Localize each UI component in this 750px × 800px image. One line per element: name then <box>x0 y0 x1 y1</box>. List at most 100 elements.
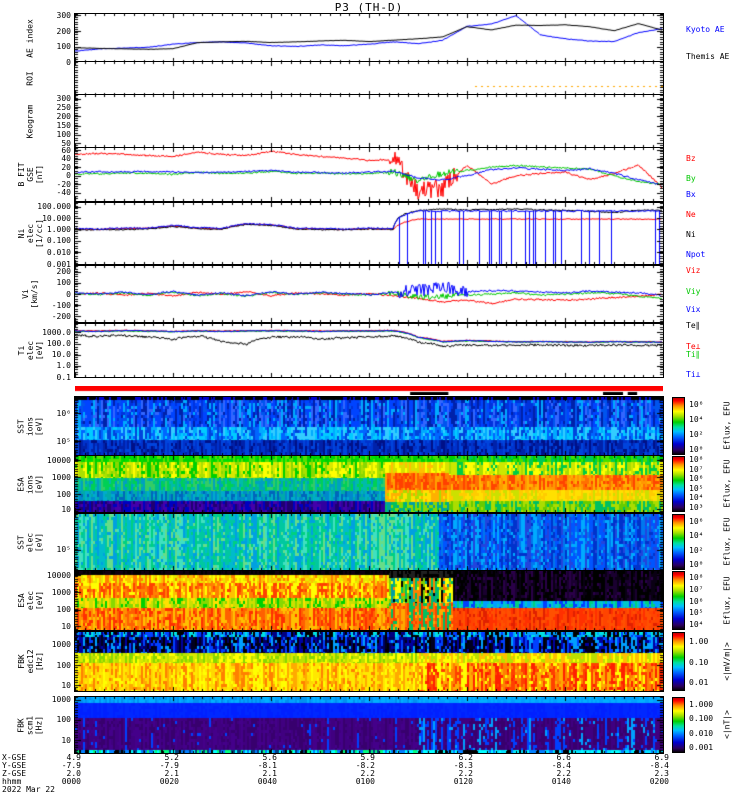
sst_ions-axis-label-line: [eV] <box>34 416 44 436</box>
ni-ytick: 100.000 <box>37 202 71 212</box>
ti-axis-label-line: elec <box>25 340 35 361</box>
marker-canvas <box>75 386 663 395</box>
b-axis-label-line: B FIT <box>16 162 26 187</box>
footer-value: 2.1 <box>164 769 179 778</box>
ni-ytick: 1.000 <box>46 224 71 234</box>
sst_elec-axis-label: SST elec [eV] <box>17 514 44 570</box>
ni-axis-label-line: elec <box>25 223 35 244</box>
fbk_e-axis-label: FBK edc12 [Hz] <box>17 632 44 691</box>
footer-value: -8.4 <box>551 761 571 770</box>
footer-row-label-hhmm: hhmm <box>2 777 22 786</box>
vi-ytick: -100 <box>51 300 71 310</box>
esa_elec-colorbar <box>672 571 685 630</box>
b-ytick: 60 <box>61 145 71 155</box>
footer-value: -8.1 <box>257 761 277 770</box>
keogram-axis-label-line: Keogram <box>25 104 35 138</box>
footer-value: 0140 <box>551 777 571 786</box>
footer-row-label-y-gse: Y-GSE <box>2 761 27 770</box>
esa_ions-axis-label-line: ESA <box>16 476 26 492</box>
sst_ions-ytick: 10⁵ <box>56 436 71 446</box>
sst_elec-axis-label-line: elec <box>25 532 35 552</box>
sst_elec-axis-label-line: [eV] <box>34 532 44 552</box>
vi-ytick: 100 <box>56 278 71 288</box>
fbk_e-colorbar-tick: 0.01 <box>689 678 709 688</box>
fbk_e-axis-label-line: FBK <box>16 654 26 669</box>
panel-fbk_e <box>74 631 664 692</box>
footer-value: 0040 <box>257 777 277 786</box>
ae-ytick: 200 <box>56 26 71 36</box>
ti-legend-Ti: Ti⊥ <box>686 369 701 379</box>
esa_ions-colorbar-tick: 10⁴ <box>689 493 704 503</box>
fbk_b-axis-label-line: [Hz] <box>34 715 44 735</box>
panel-b <box>74 147 664 202</box>
esa_elec-ytick: 1000 <box>51 587 71 597</box>
esa_ions-ytick: 10 <box>61 504 71 514</box>
footer-value: 2.0 <box>66 769 81 778</box>
ae-canvas <box>75 14 663 62</box>
fbk_b-ytick: 100 <box>56 715 71 725</box>
esa_ions-axis-label-line: [eV] <box>34 474 44 494</box>
b-ytick: -40 <box>56 188 71 198</box>
esa_elec-colorbar-tick: 10⁵ <box>689 608 704 618</box>
esa_elec-ytick: 10 <box>61 621 71 631</box>
sst_ions-colorbar-tick: 10² <box>689 430 704 440</box>
keogram-ytick: 150 <box>56 121 71 131</box>
panel-keogram <box>74 94 664 148</box>
footer-value: -7.9 <box>61 761 81 770</box>
footer-value: 2.2 <box>360 769 375 778</box>
fbk_b-ytick: 10 <box>61 735 71 745</box>
b-legend-Bx: Bx <box>686 190 696 200</box>
esa_ions-ytick: 100 <box>56 489 71 499</box>
ni-axis-label: Ni elec [1/cc] <box>17 203 44 264</box>
esa_ions-colorbar-tick: 10⁶ <box>689 474 704 484</box>
fbk_e-colorbar-tick: 1.00 <box>689 636 709 646</box>
esa_ions-axis-label-line: ions <box>25 474 35 494</box>
fbk_e-axis-label-line: edc12 <box>25 649 35 674</box>
footer-value: 0020 <box>159 777 179 786</box>
ni-ytick: 0.100 <box>46 236 71 246</box>
ni-axis-label-line: [1/cc] <box>34 219 44 248</box>
vi-axis-label-line: Vi <box>21 289 30 299</box>
ae-axis-label-line: AE index <box>25 18 35 58</box>
ti-ytick: 0.1 <box>56 372 71 382</box>
fbk_b-axis-label: FBK scm1 [Hz] <box>17 697 44 753</box>
esa_ions-colorbar-tick: 10⁸ <box>689 455 704 465</box>
footer-value: 2.2 <box>556 769 571 778</box>
vi-legend-Viz: Viz <box>686 265 701 275</box>
sst_ions-colorbar <box>672 397 685 455</box>
fbk_e-axis-label-line: [Hz] <box>34 651 44 672</box>
sst_ions-axis-label-line: ions <box>25 416 35 436</box>
b-axis-label-line: [nT] <box>34 164 44 185</box>
footer-value: 2.1 <box>262 769 277 778</box>
fbk_b-axis-label-line: scm1 <box>25 715 35 735</box>
footer-value: 6.2 <box>458 753 473 762</box>
esa_ions-colorbar-tick: 10⁷ <box>689 464 704 474</box>
footer-row-label-z-gse: Z-GSE <box>2 769 27 778</box>
fbk_b-colorbar-tick: 1.000 <box>689 699 714 709</box>
sst_elec-colorbar-tick: 10⁰ <box>689 560 704 570</box>
ae-axis-label: AE index <box>26 14 35 62</box>
footer-value: 0200 <box>649 777 669 786</box>
b-canvas <box>75 148 663 201</box>
panel-ae <box>74 13 664 63</box>
keogram-ytick: 300 <box>56 94 71 104</box>
ti-ytick: 100.0 <box>46 339 71 349</box>
ni-ytick: 0.010 <box>46 247 71 257</box>
roi-canvas <box>75 62 663 95</box>
footer-value: -8.4 <box>649 761 669 770</box>
esa_elec-ytick: 100 <box>56 605 71 615</box>
vi-canvas <box>75 266 663 322</box>
fbk_e-ytick: 100 <box>56 660 71 670</box>
esa_elec-axis-label-line: [eV] <box>34 590 44 611</box>
sst_ions-ytick: 10⁶ <box>56 408 71 418</box>
sst_elec-colorbar-tick: 10⁶ <box>689 516 704 526</box>
sst_elec-colorbar-tick: 10² <box>689 545 704 555</box>
ae-ytick: 100 <box>56 42 71 52</box>
esa_elec-colorbar-tick: 10⁸ <box>689 572 704 582</box>
footer-value: 6.6 <box>556 753 571 762</box>
footer-value: 5.2 <box>164 753 179 762</box>
ni-legend-Ne: Ne <box>686 209 696 219</box>
esa_elec-ytick: 10000 <box>46 570 71 580</box>
ti-canvas <box>75 324 663 377</box>
